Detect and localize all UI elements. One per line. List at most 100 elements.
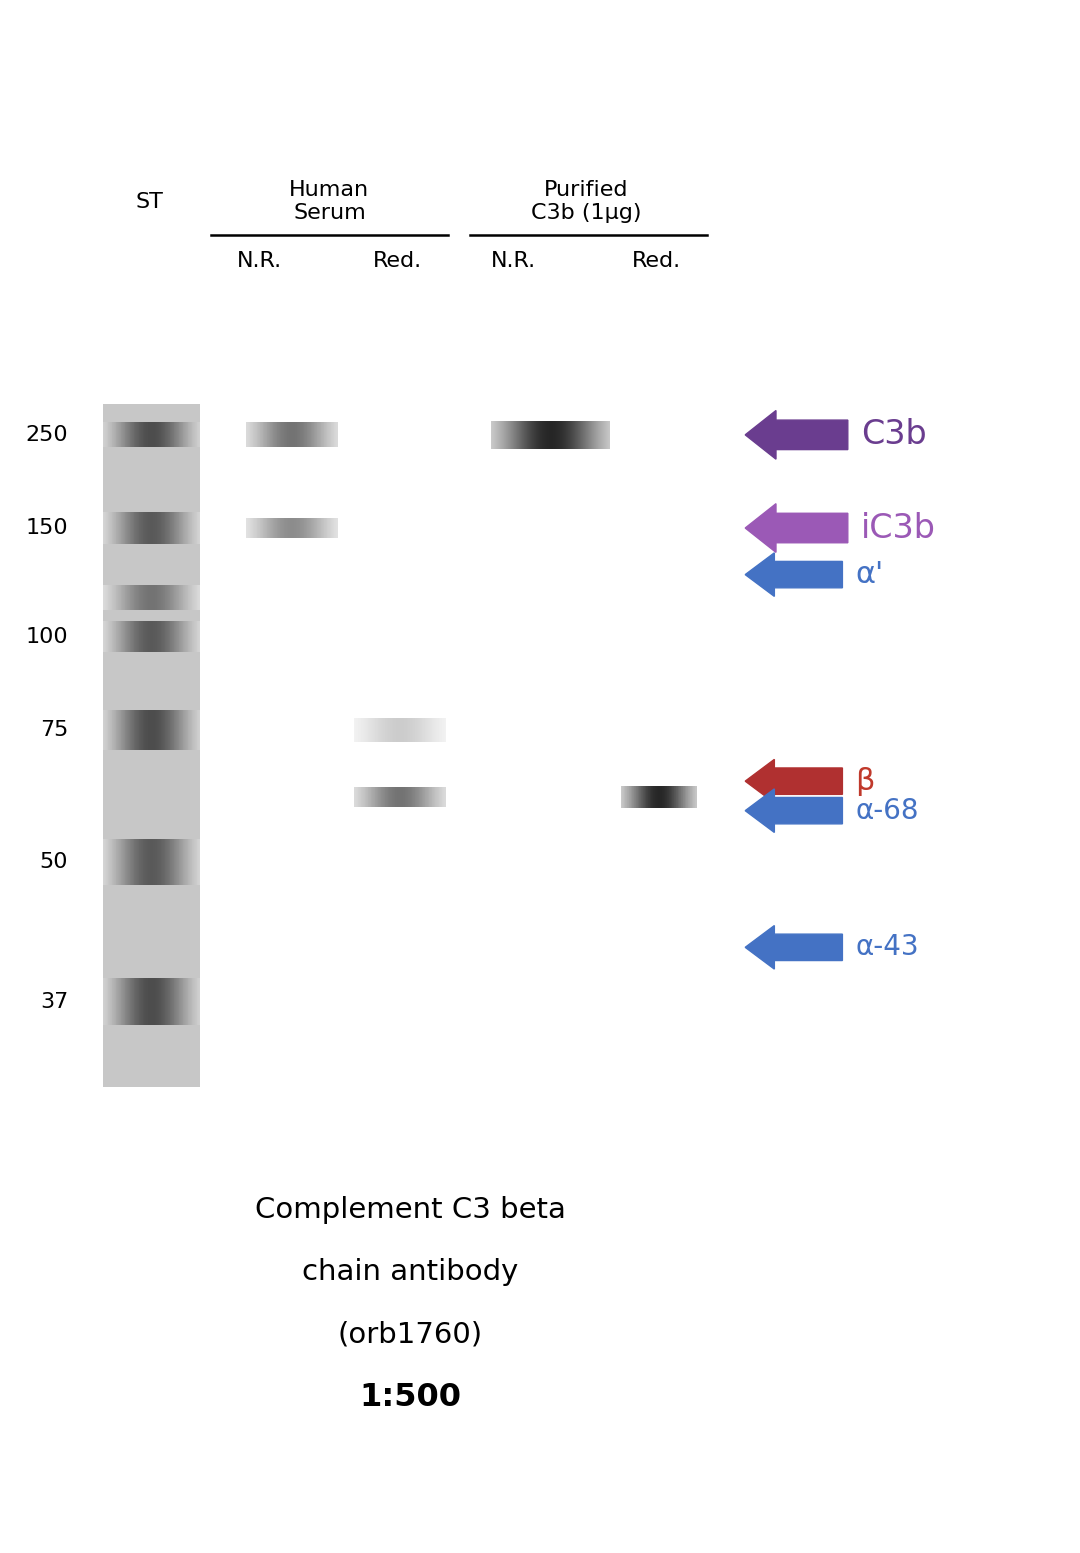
Bar: [103, 1078, 200, 1081]
Bar: [103, 876, 200, 877]
Bar: [103, 1047, 200, 1048]
Bar: [103, 946, 200, 949]
Bar: [103, 686, 200, 688]
Bar: [103, 457, 200, 458]
Bar: [103, 525, 200, 526]
Bar: [103, 773, 200, 775]
Bar: [103, 570, 200, 573]
Bar: [103, 618, 200, 620]
Bar: [103, 652, 200, 654]
FancyArrow shape: [745, 553, 842, 596]
Bar: [103, 744, 200, 745]
Bar: [103, 1058, 200, 1059]
Text: α-68: α-68: [855, 797, 919, 825]
Bar: [103, 1064, 200, 1067]
Bar: [103, 427, 200, 429]
Bar: [103, 404, 200, 405]
FancyArrow shape: [745, 789, 842, 832]
Bar: [103, 467, 200, 471]
Bar: [103, 449, 200, 452]
Bar: [103, 531, 200, 534]
Text: Red.: Red.: [632, 252, 681, 270]
Bar: [103, 786, 200, 789]
Bar: [103, 1062, 200, 1064]
Bar: [103, 536, 200, 539]
Bar: [103, 658, 200, 662]
Text: 37: 37: [40, 992, 68, 1011]
Bar: [103, 756, 200, 759]
Bar: [103, 780, 200, 781]
Bar: [103, 867, 200, 868]
Bar: [103, 424, 200, 427]
Text: Purified
C3b (1μg): Purified C3b (1μg): [531, 180, 642, 224]
Bar: [103, 429, 200, 432]
Bar: [103, 832, 200, 834]
Bar: [103, 508, 200, 511]
Text: iC3b: iC3b: [861, 511, 935, 545]
Bar: [103, 940, 200, 941]
Bar: [103, 584, 200, 585]
Bar: [103, 1068, 200, 1072]
Bar: [103, 585, 200, 589]
Bar: [103, 991, 200, 994]
Bar: [103, 648, 200, 649]
Text: N.R.: N.R.: [490, 252, 536, 270]
Bar: [103, 775, 200, 778]
Bar: [103, 474, 200, 477]
Bar: [103, 916, 200, 918]
Bar: [103, 620, 200, 623]
Bar: [103, 803, 200, 804]
Bar: [103, 422, 200, 424]
Bar: [103, 405, 200, 408]
Bar: [103, 1073, 200, 1076]
Bar: [103, 539, 200, 540]
Bar: [103, 999, 200, 1000]
Bar: [103, 1086, 200, 1087]
Bar: [103, 846, 200, 848]
Bar: [103, 727, 200, 730]
Bar: [103, 561, 200, 564]
Bar: [103, 506, 200, 508]
Bar: [103, 677, 200, 679]
Bar: [103, 769, 200, 770]
Bar: [103, 828, 200, 829]
Bar: [103, 502, 200, 505]
Bar: [103, 505, 200, 506]
Bar: [103, 848, 200, 849]
Bar: [103, 613, 200, 615]
Bar: [103, 696, 200, 697]
FancyArrow shape: [745, 503, 848, 553]
Bar: [103, 1000, 200, 1003]
Text: α': α': [855, 561, 883, 589]
Bar: [103, 433, 200, 436]
Bar: [103, 644, 200, 648]
Bar: [103, 466, 200, 467]
Bar: [103, 902, 200, 905]
Bar: [103, 556, 200, 559]
Bar: [103, 463, 200, 466]
Bar: [103, 1020, 200, 1023]
Bar: [103, 1081, 200, 1082]
Bar: [103, 750, 200, 752]
Text: (orb1760): (orb1760): [338, 1320, 483, 1348]
Bar: [103, 834, 200, 837]
Bar: [103, 995, 200, 999]
Bar: [103, 815, 200, 818]
Bar: [103, 607, 200, 609]
Bar: [103, 859, 200, 862]
Bar: [103, 511, 200, 512]
Bar: [103, 766, 200, 769]
Bar: [103, 565, 200, 568]
Bar: [103, 1019, 200, 1020]
Bar: [103, 637, 200, 638]
Bar: [103, 432, 200, 433]
Bar: [103, 949, 200, 950]
Text: Human
Serum: Human Serum: [289, 180, 369, 224]
Bar: [103, 842, 200, 843]
Bar: [103, 862, 200, 863]
Bar: [103, 615, 200, 618]
Bar: [103, 983, 200, 985]
Bar: [103, 550, 200, 551]
Bar: [103, 1072, 200, 1073]
Bar: [103, 952, 200, 955]
